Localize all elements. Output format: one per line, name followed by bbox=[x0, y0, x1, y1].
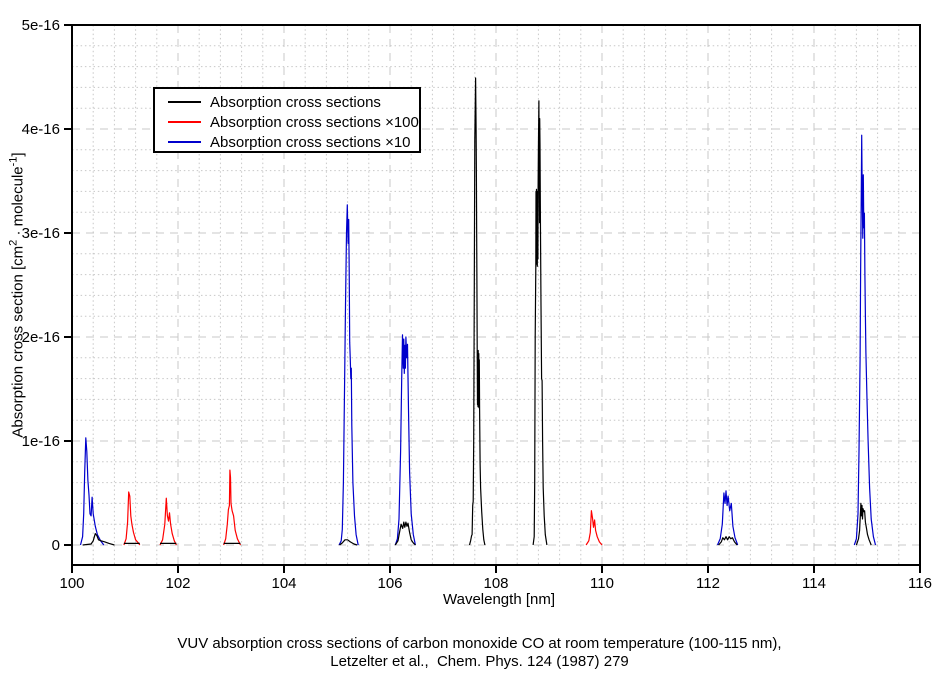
legend-line-sample bbox=[168, 101, 201, 103]
y-axis-label-text: Absorption cross section [cm bbox=[9, 245, 27, 438]
series-cross-sections-x10-peak bbox=[853, 134, 877, 546]
series-cross-sections-x100-peak bbox=[223, 469, 242, 546]
x-tick-label: 104 bbox=[271, 575, 296, 592]
x-tick-label: 110 bbox=[590, 575, 614, 592]
series-cross-sections-x10-peak bbox=[79, 437, 105, 546]
x-tick-label: 114 bbox=[802, 575, 826, 592]
y-tick-label: 3e-16 bbox=[22, 225, 60, 242]
x-tick-label: 102 bbox=[165, 575, 190, 592]
series-cross-sections-peak bbox=[394, 521, 416, 546]
legend-line-sample bbox=[168, 141, 201, 143]
x-tick-label: 106 bbox=[377, 575, 402, 592]
x-axis-label: Wavelength [nm] bbox=[443, 591, 555, 608]
series-cross-sections-x100-peak bbox=[159, 497, 177, 546]
y-axis-label: Absorption cross section [cm2 · molecule… bbox=[8, 152, 27, 437]
series-cross-sections-x10-peak bbox=[716, 490, 739, 546]
legend-row: Absorption cross sections ×10 bbox=[155, 132, 419, 152]
x-tick-label: 108 bbox=[483, 575, 508, 592]
y-tick-label: 2e-16 bbox=[22, 329, 60, 346]
x-tick-label: 100 bbox=[59, 575, 84, 592]
series-cross-sections-x10-peak bbox=[338, 204, 359, 546]
series-cross-sections-x10-peak bbox=[394, 334, 416, 546]
series-cross-sections-peak bbox=[855, 502, 872, 546]
y-tick-label: 1e-16 bbox=[22, 433, 60, 450]
legend-label: Absorption cross sections ×100 bbox=[210, 113, 419, 131]
legend: Absorption cross sections Absorption cro… bbox=[153, 87, 421, 153]
series-cross-sections-peak bbox=[82, 532, 115, 546]
x-tick-label: 116 bbox=[908, 575, 932, 592]
y-axis-label-superscript: 2 bbox=[7, 239, 20, 246]
y-tick-label: 0 bbox=[52, 537, 60, 554]
caption-line-2: Letzelter et al., Chem. Phys. 124 (1987)… bbox=[330, 653, 629, 670]
y-tick-label: 4e-16 bbox=[22, 121, 60, 138]
series-cross-sections-x100-peak bbox=[123, 491, 141, 546]
y-axis-label-superscript: -1 bbox=[7, 156, 20, 167]
caption-line-1: VUV absorption cross sections of carbon … bbox=[177, 635, 782, 652]
series-cross-sections-x100-peak bbox=[585, 510, 603, 546]
series-cross-sections-peak bbox=[532, 100, 548, 546]
chart-caption: VUV absorption cross sections of carbon … bbox=[15, 635, 944, 671]
y-axis-label-text: · molecule bbox=[9, 166, 27, 240]
legend-row: Absorption cross sections bbox=[155, 92, 419, 112]
legend-row: Absorption cross sections ×100 bbox=[155, 112, 419, 132]
series-cross-sections-peak bbox=[339, 539, 358, 546]
y-tick-label: 5e-16 bbox=[22, 17, 60, 34]
series-cross-sections-peak bbox=[468, 77, 486, 546]
series-cross-sections-peak bbox=[718, 536, 738, 546]
x-tick-label: 112 bbox=[696, 575, 720, 592]
legend-label: Absorption cross sections ×10 bbox=[210, 133, 411, 151]
legend-label: Absorption cross sections bbox=[210, 93, 381, 111]
y-axis-label-text: ] bbox=[9, 152, 27, 157]
legend-line-sample bbox=[168, 121, 201, 123]
